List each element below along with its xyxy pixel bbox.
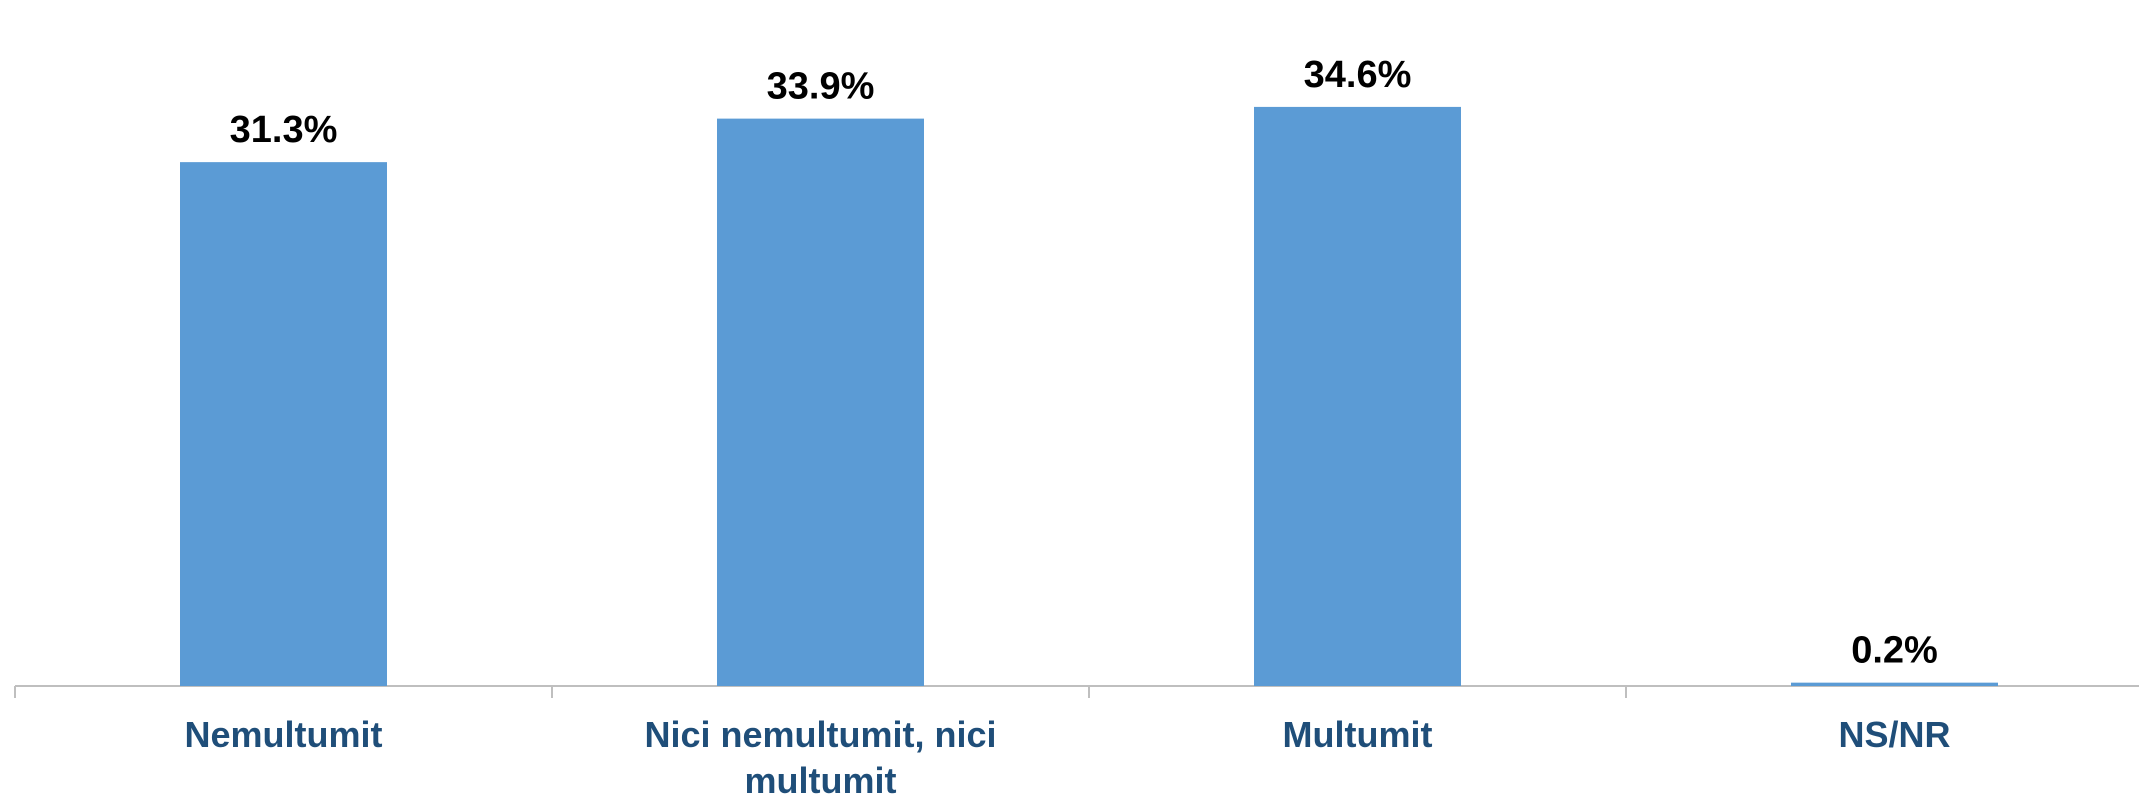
data-labels: 31.3% 33.9% 34.6% 0.2% [230,54,1938,672]
bar [1791,682,1998,686]
bar [1254,106,1461,686]
bars [180,106,1998,687]
data-label: 0.2% [1851,630,1938,672]
x-tick-label: Multumit [1283,714,1433,755]
x-tick-label: multumit [745,760,897,797]
data-label: 34.6% [1304,54,1412,96]
x-tick-label: Nemultumit [185,714,383,755]
category-labels: Nemultumit Nici nemultumit, nici multumit M… [185,714,1951,797]
data-label: 33.9% [767,66,875,108]
data-label: 31.3% [230,109,338,151]
x-axis [14,685,2139,698]
bar [717,118,924,687]
bar [180,162,387,686]
x-tick-label: NS/NR [1838,714,1950,755]
x-tick-label: Nici nemultumit, nici [644,714,996,755]
